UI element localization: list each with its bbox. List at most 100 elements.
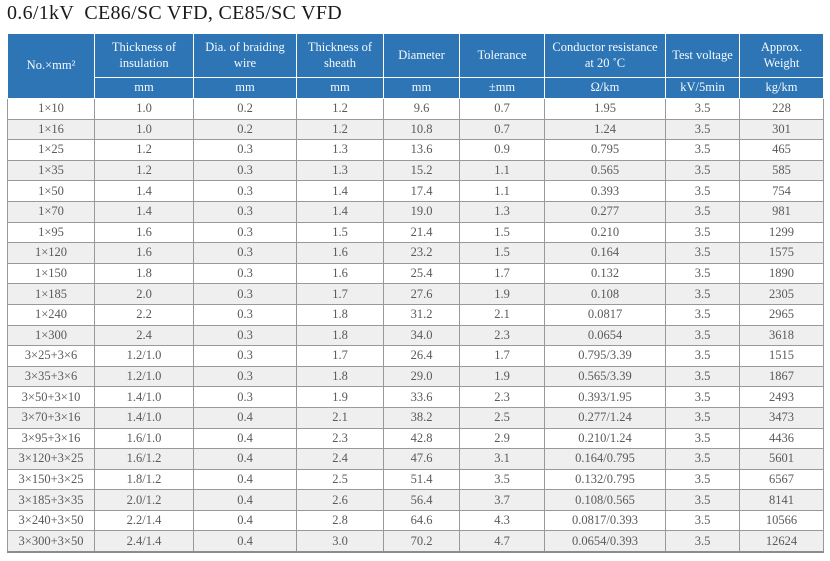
table-row: 1×95 1.6 0.3 1.5 21.4 1.5 0.210 3.5 1299 (7, 221, 824, 244)
cell-insulation-thickness: 1.4/1.0 (94, 406, 194, 429)
cell-braiding-wire-dia: 0.4 (193, 468, 297, 491)
cell-test-voltage: 3.5 (665, 509, 740, 532)
cell-conductor-resistance: 0.0817 (544, 303, 666, 326)
cell-conductor-resistance: 0.210/1.24 (544, 427, 666, 450)
cell-tolerance: 1.7 (459, 262, 545, 285)
cell-size: 1×10 (7, 98, 95, 120)
cell-conductor-resistance: 0.164 (544, 242, 666, 264)
cell-diameter: 31.2 (383, 303, 460, 326)
cell-diameter: 70.2 (383, 530, 460, 554)
cell-diameter: 51.4 (383, 468, 460, 491)
table-row: 3×25+3×6 1.2/1.0 0.3 1.7 26.4 1.7 0.795/3.39 3.… (7, 345, 824, 367)
cell-conductor-resistance: 0.132 (544, 262, 666, 285)
cell-tolerance: 2.5 (459, 406, 545, 429)
cell-tolerance: 3.5 (459, 468, 545, 491)
cell-diameter: 25.4 (383, 262, 460, 285)
cell-sheath-thickness: 2.6 (296, 489, 384, 511)
col-header-tolerance: Tolerance (459, 33, 545, 78)
cell-test-voltage: 3.5 (665, 530, 740, 554)
cell-approx-weight: 1867 (739, 365, 824, 388)
cell-approx-weight: 1575 (739, 242, 824, 264)
cell-size: 3×150+3×25 (7, 468, 95, 491)
cell-sheath-thickness: 1.2 (296, 118, 384, 141)
cell-tolerance: 1.9 (459, 365, 545, 388)
cell-conductor-resistance: 0.0654 (544, 324, 666, 347)
cell-tolerance: 1.3 (459, 200, 545, 223)
cell-test-voltage: 3.5 (665, 242, 740, 264)
header-row-units: mm mm mm mm ±mm Ω/km kV/5min kg/km (8, 77, 824, 99)
cell-sheath-thickness: 1.4 (296, 180, 384, 202)
cell-insulation-thickness: 1.8/1.2 (94, 468, 194, 491)
cell-size: 1×150 (7, 262, 95, 285)
cell-insulation-thickness: 1.2/1.0 (94, 365, 194, 388)
table-row: 1×300 2.4 0.3 1.8 34.0 2.3 0.0654 3.5 3618 (7, 324, 824, 347)
cell-braiding-wire-dia: 0.4 (193, 509, 297, 532)
col-header-size: No.×mm² (7, 33, 95, 99)
cell-diameter: 42.8 (383, 427, 460, 450)
cell-conductor-resistance: 0.132/0.795 (544, 468, 666, 491)
cell-tolerance: 2.3 (459, 386, 545, 408)
unit-insulation-thickness: mm (94, 77, 194, 99)
cell-braiding-wire-dia: 0.3 (193, 386, 297, 408)
cell-size: 1×16 (7, 118, 95, 141)
cell-insulation-thickness: 1.8 (94, 262, 194, 285)
cell-test-voltage: 3.5 (665, 283, 740, 305)
table-row: 1×50 1.4 0.3 1.4 17.4 1.1 0.393 3.5 754 (7, 180, 824, 202)
cell-size: 1×240 (7, 303, 95, 326)
cell-diameter: 27.6 (383, 283, 460, 305)
cell-diameter: 47.6 (383, 448, 460, 470)
cell-sheath-thickness: 2.4 (296, 448, 384, 470)
cell-tolerance: 2.1 (459, 303, 545, 326)
header-row-labels: No.×mm² Thickness of insulation Dia. of … (7, 33, 824, 99)
cell-insulation-thickness: 1.4 (94, 180, 194, 202)
cell-diameter: 19.0 (383, 200, 460, 223)
cell-size: 3×70+3×16 (7, 406, 95, 429)
cell-test-voltage: 3.5 (665, 365, 740, 388)
cell-diameter: 33.6 (383, 386, 460, 408)
unit-sheath-thickness: mm (296, 77, 384, 99)
cell-tolerance: 0.7 (459, 118, 545, 141)
cell-size: 1×300 (7, 324, 95, 347)
table-row: 3×120+3×25 1.6/1.2 0.4 2.4 47.6 3.1 0.164/0.79… (7, 448, 824, 470)
col-header-sheath-thickness: Thickness of sheath (296, 33, 384, 78)
cell-braiding-wire-dia: 0.3 (193, 262, 297, 285)
cell-approx-weight: 228 (739, 98, 824, 120)
cell-sheath-thickness: 3.0 (296, 530, 384, 554)
cell-insulation-thickness: 1.6 (94, 242, 194, 264)
cell-test-voltage: 3.5 (665, 448, 740, 470)
cell-braiding-wire-dia: 0.4 (193, 530, 297, 554)
cell-approx-weight: 12624 (739, 530, 824, 554)
cell-diameter: 17.4 (383, 180, 460, 202)
cell-tolerance: 2.9 (459, 427, 545, 450)
cell-diameter: 9.6 (383, 98, 460, 120)
cell-size: 3×120+3×25 (7, 448, 95, 470)
cell-size: 3×240+3×50 (7, 509, 95, 532)
table-row: 3×240+3×50 2.2/1.4 0.4 2.8 64.6 4.3 0.0817/0.3… (7, 509, 824, 532)
cell-approx-weight: 2493 (739, 386, 824, 408)
col-header-approx-weight: Approx. Weight (739, 33, 824, 78)
cell-tolerance: 3.7 (459, 489, 545, 511)
cell-size: 3×185+3×35 (7, 489, 95, 511)
cell-approx-weight: 585 (739, 159, 824, 182)
col-header-diameter: Diameter (383, 33, 460, 78)
cell-insulation-thickness: 2.4 (94, 324, 194, 347)
table-row: 1×120 1.6 0.3 1.6 23.2 1.5 0.164 3.5 1575 (7, 242, 824, 264)
cell-sheath-thickness: 1.8 (296, 365, 384, 388)
cell-test-voltage: 3.5 (665, 489, 740, 511)
cell-diameter: 21.4 (383, 221, 460, 244)
cell-conductor-resistance: 0.0654/0.393 (544, 530, 666, 554)
cell-sheath-thickness: 1.7 (296, 345, 384, 367)
cell-insulation-thickness: 1.6/1.0 (94, 427, 194, 450)
table-row: 1×16 1.0 0.2 1.2 10.8 0.7 1.24 3.5 301 (7, 118, 824, 141)
cell-test-voltage: 3.5 (665, 303, 740, 326)
table-row: 3×35+3×6 1.2/1.0 0.3 1.8 29.0 1.9 0.565/3.39 3.… (7, 365, 824, 388)
cell-braiding-wire-dia: 0.3 (193, 139, 297, 161)
cell-approx-weight: 1515 (739, 345, 824, 367)
cell-insulation-thickness: 1.2/1.0 (94, 345, 194, 367)
table-row: 3×185+3×35 2.0/1.2 0.4 2.6 56.4 3.7 0.108/0.56… (7, 489, 824, 511)
cell-conductor-resistance: 0.565/3.39 (544, 365, 666, 388)
cell-braiding-wire-dia: 0.2 (193, 98, 297, 120)
cell-size: 1×120 (7, 242, 95, 264)
cell-conductor-resistance: 0.393 (544, 180, 666, 202)
cell-approx-weight: 301 (739, 118, 824, 141)
